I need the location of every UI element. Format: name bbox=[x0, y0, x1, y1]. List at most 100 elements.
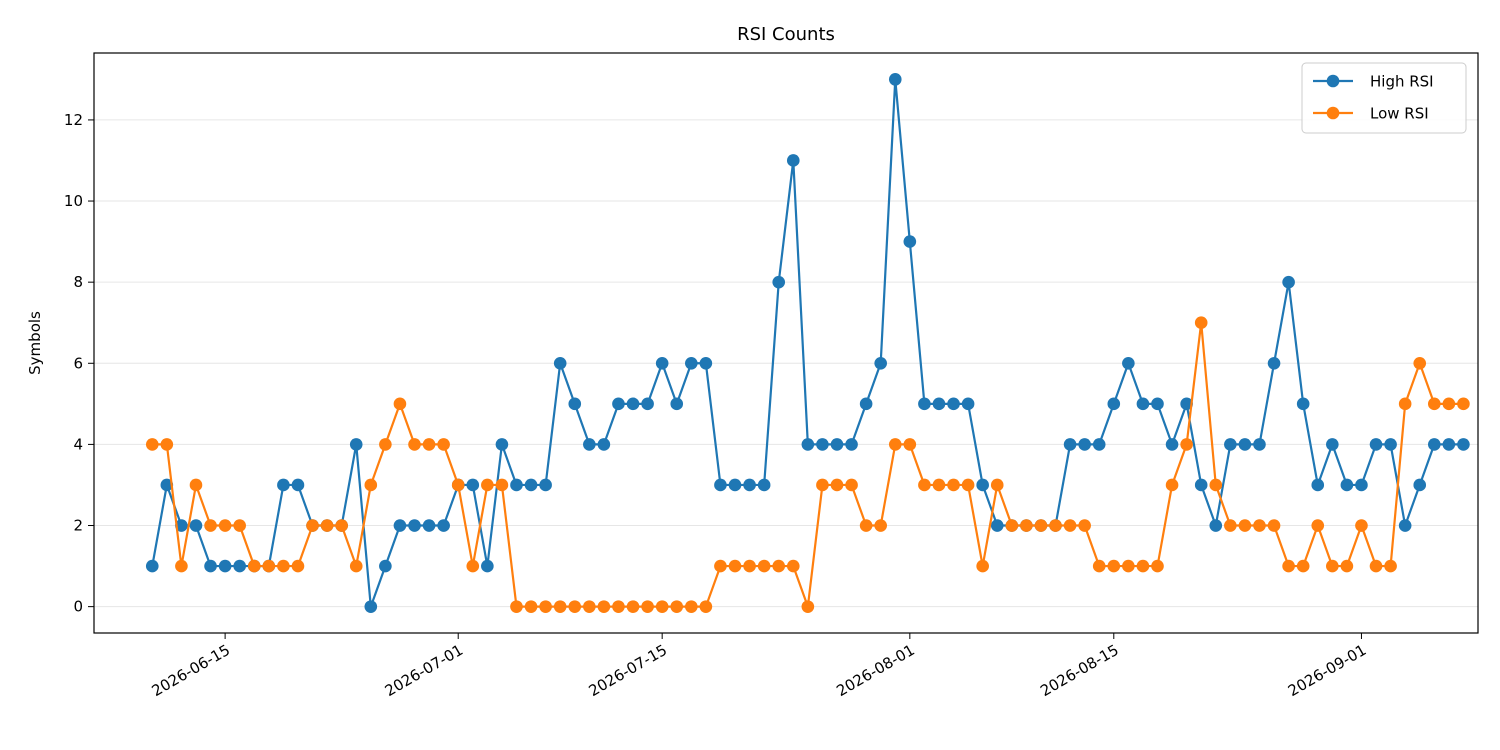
x-tick-label: 2026-07-01 bbox=[382, 641, 467, 700]
data-point bbox=[903, 235, 917, 248]
legend-entry: Low RSI bbox=[1313, 105, 1429, 123]
data-point bbox=[568, 600, 582, 613]
data-point bbox=[947, 478, 960, 492]
data-point bbox=[1122, 356, 1135, 370]
data-point bbox=[145, 438, 159, 451]
data-point bbox=[976, 559, 989, 573]
data-point bbox=[1442, 397, 1456, 411]
data-point bbox=[947, 397, 960, 411]
data-point bbox=[1398, 397, 1412, 411]
data-point bbox=[524, 600, 538, 613]
data-point bbox=[1063, 519, 1077, 532]
data-point bbox=[1238, 519, 1252, 532]
data-point bbox=[597, 600, 611, 613]
data-point bbox=[1253, 438, 1266, 451]
data-point bbox=[786, 559, 800, 573]
data-point bbox=[1092, 438, 1106, 451]
data-point bbox=[874, 356, 887, 370]
data-point bbox=[1136, 559, 1150, 573]
series-line bbox=[152, 321, 1464, 608]
data-point bbox=[408, 519, 421, 532]
data-point bbox=[262, 559, 276, 573]
data-point bbox=[524, 478, 538, 492]
data-point bbox=[1326, 438, 1339, 451]
data-point bbox=[422, 519, 436, 532]
data-point bbox=[1282, 559, 1295, 573]
data-point bbox=[859, 397, 873, 411]
x-tick-label: 2026-07-15 bbox=[586, 641, 671, 700]
data-point bbox=[830, 478, 844, 492]
data-point bbox=[1107, 559, 1121, 573]
data-point bbox=[772, 275, 786, 289]
data-point bbox=[932, 397, 946, 411]
data-point bbox=[510, 478, 523, 492]
data-point bbox=[714, 559, 727, 573]
data-point bbox=[859, 519, 873, 532]
data-point bbox=[1326, 559, 1339, 573]
y-axis-label: Symbols bbox=[26, 311, 44, 375]
data-point bbox=[495, 438, 509, 451]
data-point bbox=[699, 356, 713, 370]
data-point bbox=[670, 397, 684, 411]
data-point bbox=[1078, 519, 1091, 532]
data-point bbox=[204, 559, 217, 573]
data-point bbox=[961, 397, 975, 411]
plot-frame bbox=[93, 52, 1479, 634]
data-point bbox=[277, 559, 290, 573]
data-point bbox=[379, 438, 392, 451]
data-point bbox=[1151, 397, 1164, 411]
data-point bbox=[1311, 519, 1325, 532]
data-point bbox=[685, 356, 698, 370]
data-point bbox=[641, 397, 654, 411]
data-point bbox=[1194, 478, 1208, 492]
data-point bbox=[481, 478, 494, 492]
data-point bbox=[495, 478, 509, 492]
data-point bbox=[1224, 438, 1237, 451]
data-point bbox=[1457, 438, 1470, 451]
data-point bbox=[903, 438, 917, 451]
data-point bbox=[990, 478, 1004, 492]
data-point bbox=[437, 519, 450, 532]
data-point bbox=[218, 519, 232, 532]
data-point bbox=[189, 519, 203, 532]
data-point bbox=[612, 600, 625, 613]
data-point bbox=[597, 438, 611, 451]
data-point bbox=[990, 519, 1004, 532]
data-point bbox=[888, 438, 902, 451]
y-tick-label: 0 bbox=[73, 598, 83, 616]
data-point bbox=[1209, 519, 1223, 532]
data-point bbox=[757, 478, 771, 492]
data-point bbox=[189, 478, 203, 492]
data-point bbox=[1136, 397, 1150, 411]
data-point bbox=[277, 478, 290, 492]
data-point bbox=[364, 600, 378, 613]
data-point bbox=[233, 519, 246, 532]
y-tick-label: 10 bbox=[64, 192, 83, 210]
data-point bbox=[451, 478, 465, 492]
x-tick-label: 2026-09-01 bbox=[1285, 641, 1370, 700]
legend-label: High RSI bbox=[1370, 73, 1434, 91]
data-point bbox=[1078, 438, 1091, 451]
data-point bbox=[641, 600, 654, 613]
data-point bbox=[1427, 397, 1441, 411]
data-point bbox=[1413, 478, 1427, 492]
data-point bbox=[830, 438, 844, 451]
data-point bbox=[786, 154, 800, 167]
data-point bbox=[291, 478, 305, 492]
data-point bbox=[1457, 397, 1470, 411]
data-point bbox=[1165, 478, 1179, 492]
data-point bbox=[1180, 397, 1193, 411]
data-point bbox=[1194, 316, 1208, 330]
data-point bbox=[772, 559, 786, 573]
y-tick-label: 2 bbox=[73, 517, 83, 535]
data-point bbox=[757, 559, 771, 573]
data-point bbox=[699, 600, 713, 613]
data-point bbox=[1165, 438, 1179, 451]
data-point bbox=[1384, 559, 1397, 573]
y-tick-label: 12 bbox=[64, 111, 83, 129]
data-point bbox=[1442, 438, 1456, 451]
data-point bbox=[1311, 478, 1325, 492]
data-point bbox=[626, 397, 640, 411]
y-axis: 0 2 4 6 8 10 12 bbox=[64, 111, 94, 616]
data-point bbox=[539, 600, 552, 613]
